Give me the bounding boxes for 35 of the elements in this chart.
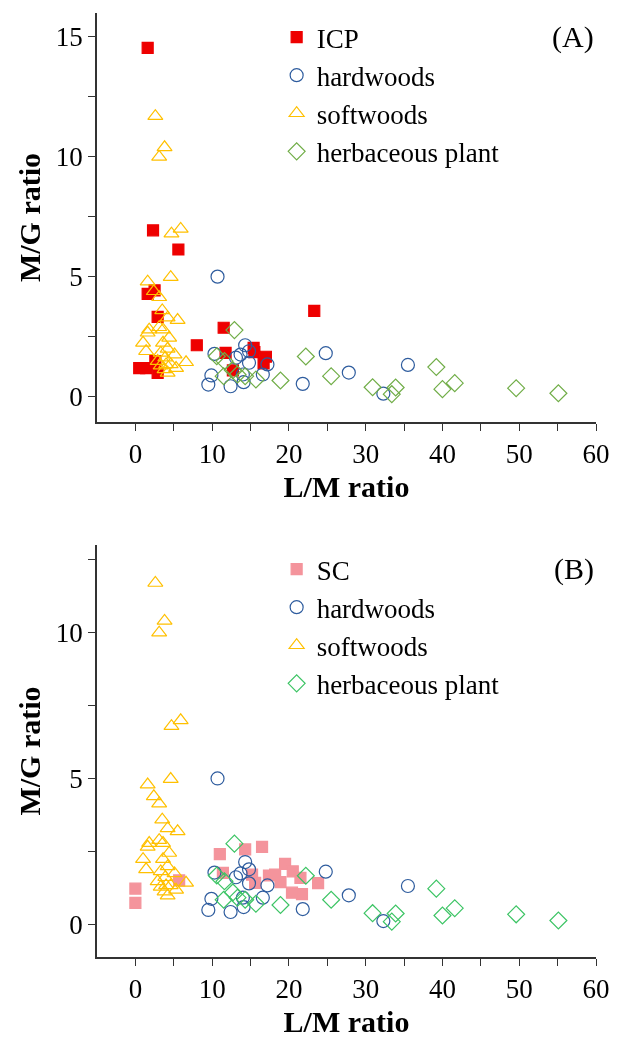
y-tick-label: 15 [55,22,83,53]
y-tick-label: 0 [69,910,83,941]
legend-label: herbaceous plant [316,669,500,700]
x-tick-label: 40 [428,974,456,1005]
x-tick-label: 0 [128,974,143,1005]
y-tick-label: 0 [69,382,83,413]
legend-label: softwoods [316,631,428,662]
legend-label: hardwoods [316,593,436,624]
x-tick-label: 20 [275,439,303,470]
x-tick-label: 30 [352,974,380,1005]
x-tick-label: 20 [275,974,303,1005]
x-tick-label: 50 [505,439,533,470]
y-tick-label: 5 [69,764,83,795]
x-tick-label: 30 [352,439,380,470]
x-tick-label: 10 [198,439,226,470]
legend-label: SC [316,555,350,586]
x-tick-label: 0 [128,439,143,470]
x-tick-label: 40 [428,439,456,470]
x-tick-label: 10 [198,974,226,1005]
legend-label: softwoods [316,99,428,130]
x-tick-label: 60 [582,439,610,470]
legend-label: herbaceous plant [316,137,500,168]
y-tick-label: 10 [55,142,83,173]
x-tick-label: 50 [505,974,533,1005]
y-axis-title: M/G ratio [13,686,47,816]
y-tick-label: 5 [69,262,83,293]
x-tick-label: 60 [582,974,610,1005]
x-axis-title: L/M ratio [283,1005,410,1039]
y-tick-label: 10 [55,618,83,649]
y-axis-title: M/G ratio [13,152,47,283]
legend-label: hardwoods [316,61,436,92]
x-axis-title: L/M ratio [283,470,410,504]
annotation: (A) [552,20,594,54]
annotation: (B) [554,552,594,586]
legend-label: ICP [316,23,359,54]
